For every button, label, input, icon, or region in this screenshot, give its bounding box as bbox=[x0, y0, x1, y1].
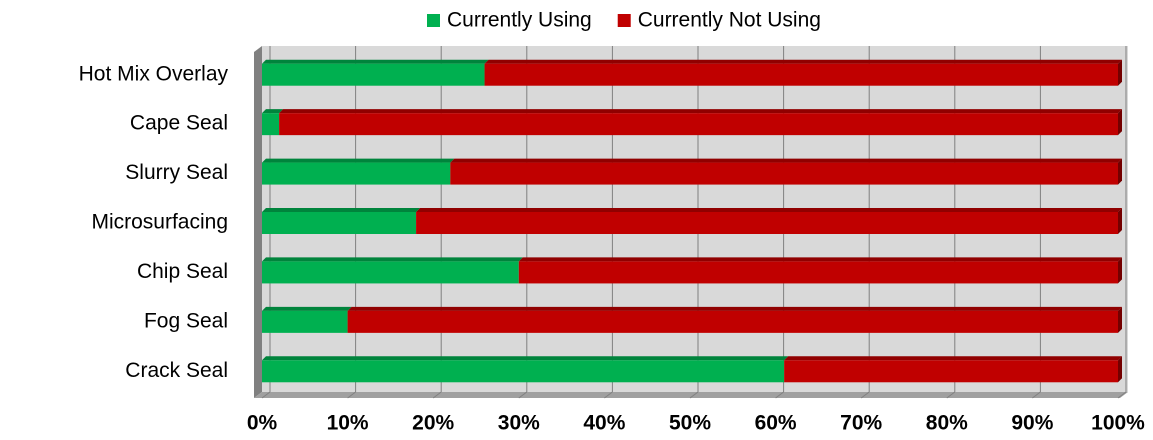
y-tick-label: Crack Seal bbox=[125, 359, 228, 382]
grid-line bbox=[1117, 391, 1127, 399]
x-tick-label: 60% bbox=[755, 412, 797, 435]
x-tick-label: 30% bbox=[498, 412, 540, 435]
side-wall bbox=[254, 46, 262, 398]
bar-side bbox=[1118, 158, 1122, 185]
y-tick-label: Hot Mix Overlay bbox=[79, 62, 229, 85]
bar bbox=[262, 261, 519, 284]
grid-line bbox=[604, 391, 613, 399]
bar-top bbox=[416, 208, 1123, 212]
bar bbox=[279, 113, 1118, 136]
bar-side bbox=[1118, 306, 1122, 333]
bar-top bbox=[347, 306, 1123, 311]
x-tick-label: 90% bbox=[1011, 412, 1053, 435]
bar bbox=[262, 360, 785, 383]
bar bbox=[416, 212, 1119, 234]
grid-line bbox=[946, 391, 956, 399]
y-tick-label: Cape Seal bbox=[130, 112, 228, 135]
floor bbox=[254, 392, 1128, 398]
bar-top bbox=[262, 208, 421, 212]
grid-line bbox=[432, 391, 442, 399]
grid-line bbox=[775, 391, 784, 399]
bar-top bbox=[450, 158, 1122, 163]
bar-side bbox=[1118, 208, 1122, 234]
bar-top bbox=[262, 109, 284, 114]
legend-label: Currently Not Using bbox=[638, 9, 821, 32]
bar bbox=[262, 63, 485, 86]
bar-top bbox=[484, 59, 1122, 64]
grid-line bbox=[1032, 391, 1041, 399]
legend-swatch bbox=[617, 14, 631, 27]
x-tick-label: 50% bbox=[669, 412, 711, 435]
legend-label: Currently Using bbox=[447, 9, 592, 32]
x-tick-label: 0% bbox=[247, 412, 278, 435]
bar-top bbox=[262, 158, 455, 163]
bar bbox=[262, 162, 451, 185]
bar bbox=[450, 162, 1118, 185]
bar-top bbox=[518, 257, 1122, 262]
x-tick-label: 80% bbox=[926, 412, 968, 435]
bar-top bbox=[262, 257, 523, 262]
x-tick-label: 40% bbox=[583, 412, 625, 435]
grid-line bbox=[347, 391, 356, 399]
bar-side bbox=[1118, 109, 1122, 136]
x-tick-label: 70% bbox=[840, 412, 882, 435]
bar bbox=[484, 63, 1118, 86]
legend-swatch bbox=[427, 14, 440, 27]
grid-line bbox=[860, 391, 870, 399]
y-tick-label: Slurry Seal bbox=[125, 161, 228, 184]
bar-top bbox=[784, 356, 1122, 361]
grid-line bbox=[261, 391, 271, 399]
bar bbox=[518, 261, 1118, 284]
bar-top bbox=[262, 59, 489, 64]
x-tick-label: 10% bbox=[327, 412, 369, 435]
x-tick-label: 20% bbox=[412, 412, 454, 435]
bar bbox=[784, 360, 1118, 383]
bar bbox=[262, 310, 348, 333]
bar-side bbox=[1118, 356, 1122, 383]
bar bbox=[262, 113, 280, 136]
bar-side bbox=[1118, 59, 1122, 86]
bar-top bbox=[262, 356, 789, 361]
y-tick-label: Chip Seal bbox=[137, 260, 228, 283]
grid-line bbox=[689, 391, 699, 399]
grid-line bbox=[518, 391, 528, 399]
y-tick-label: Fog Seal bbox=[144, 309, 228, 332]
bar-side bbox=[1118, 257, 1122, 284]
bar bbox=[262, 212, 417, 234]
bar-top bbox=[262, 306, 352, 311]
bar-top bbox=[279, 109, 1122, 114]
y-tick-label: Microsurfacing bbox=[91, 211, 228, 234]
bar bbox=[347, 310, 1119, 333]
x-tick-label: 100% bbox=[1091, 412, 1145, 435]
